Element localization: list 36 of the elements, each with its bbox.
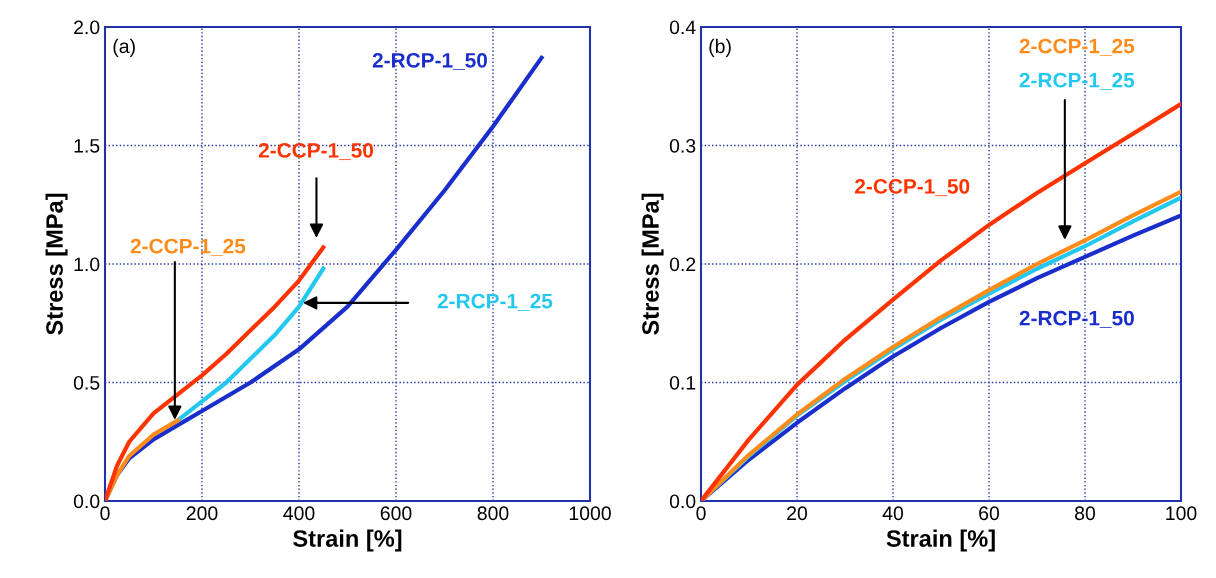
y-tick-label: 2.0 xyxy=(74,20,100,35)
x-tick-label: 800 xyxy=(477,506,509,521)
text: 2-CCP-1_25 xyxy=(1019,38,1135,56)
y-tick-label: 0.2 xyxy=(669,257,696,272)
y-axis-title: Stress [MPa] xyxy=(641,193,664,335)
x-tick-label: 400 xyxy=(283,506,315,521)
y-tick-label: 0.1 xyxy=(669,375,696,390)
x-tick-label: 200 xyxy=(186,506,218,521)
x-axis-title: Strain [%] xyxy=(886,529,995,552)
text: 2-CCP-1_25 xyxy=(130,238,246,256)
y-tick-label: 0.3 xyxy=(669,138,696,153)
x-tick-label: 20 xyxy=(787,506,808,521)
x-tick-label: 600 xyxy=(380,506,412,521)
x-tick-label: 0 xyxy=(100,506,110,521)
text: (a) xyxy=(113,38,135,57)
text: 2-RCP-1_25 xyxy=(1019,72,1135,90)
x-tick-label: 80 xyxy=(1075,506,1096,521)
x-tick-label: 100 xyxy=(1166,506,1197,521)
y-tick-label: 0.5 xyxy=(73,375,100,390)
y-axis-title: Stress [MPa] xyxy=(45,193,68,335)
y-tick-label: 1.5 xyxy=(74,139,100,153)
series-label: 2-RCP-1_50 xyxy=(372,52,487,71)
x-tick-label: 1000 xyxy=(569,506,611,521)
y-tick-label: 1.0 xyxy=(74,257,100,272)
x-tick-label: 60 xyxy=(979,506,1000,521)
text: (b) xyxy=(709,38,731,57)
series-label: 2-RCP-1_50 xyxy=(1019,310,1134,328)
y-tick-label: 0.0 xyxy=(73,494,100,509)
x-tick-label: 0 xyxy=(696,506,706,521)
y-tick-label: 0.4 xyxy=(669,20,696,35)
text: 2-RCP-1_25 xyxy=(437,293,553,311)
y-tick-label: 0.0 xyxy=(669,494,696,509)
series-label: 2-CCP-1_50 xyxy=(855,179,970,197)
text: 2-CCP-1_50 xyxy=(258,142,374,161)
x-axis-title: Strain [%] xyxy=(293,529,402,552)
x-tick-label: 40 xyxy=(882,506,904,521)
